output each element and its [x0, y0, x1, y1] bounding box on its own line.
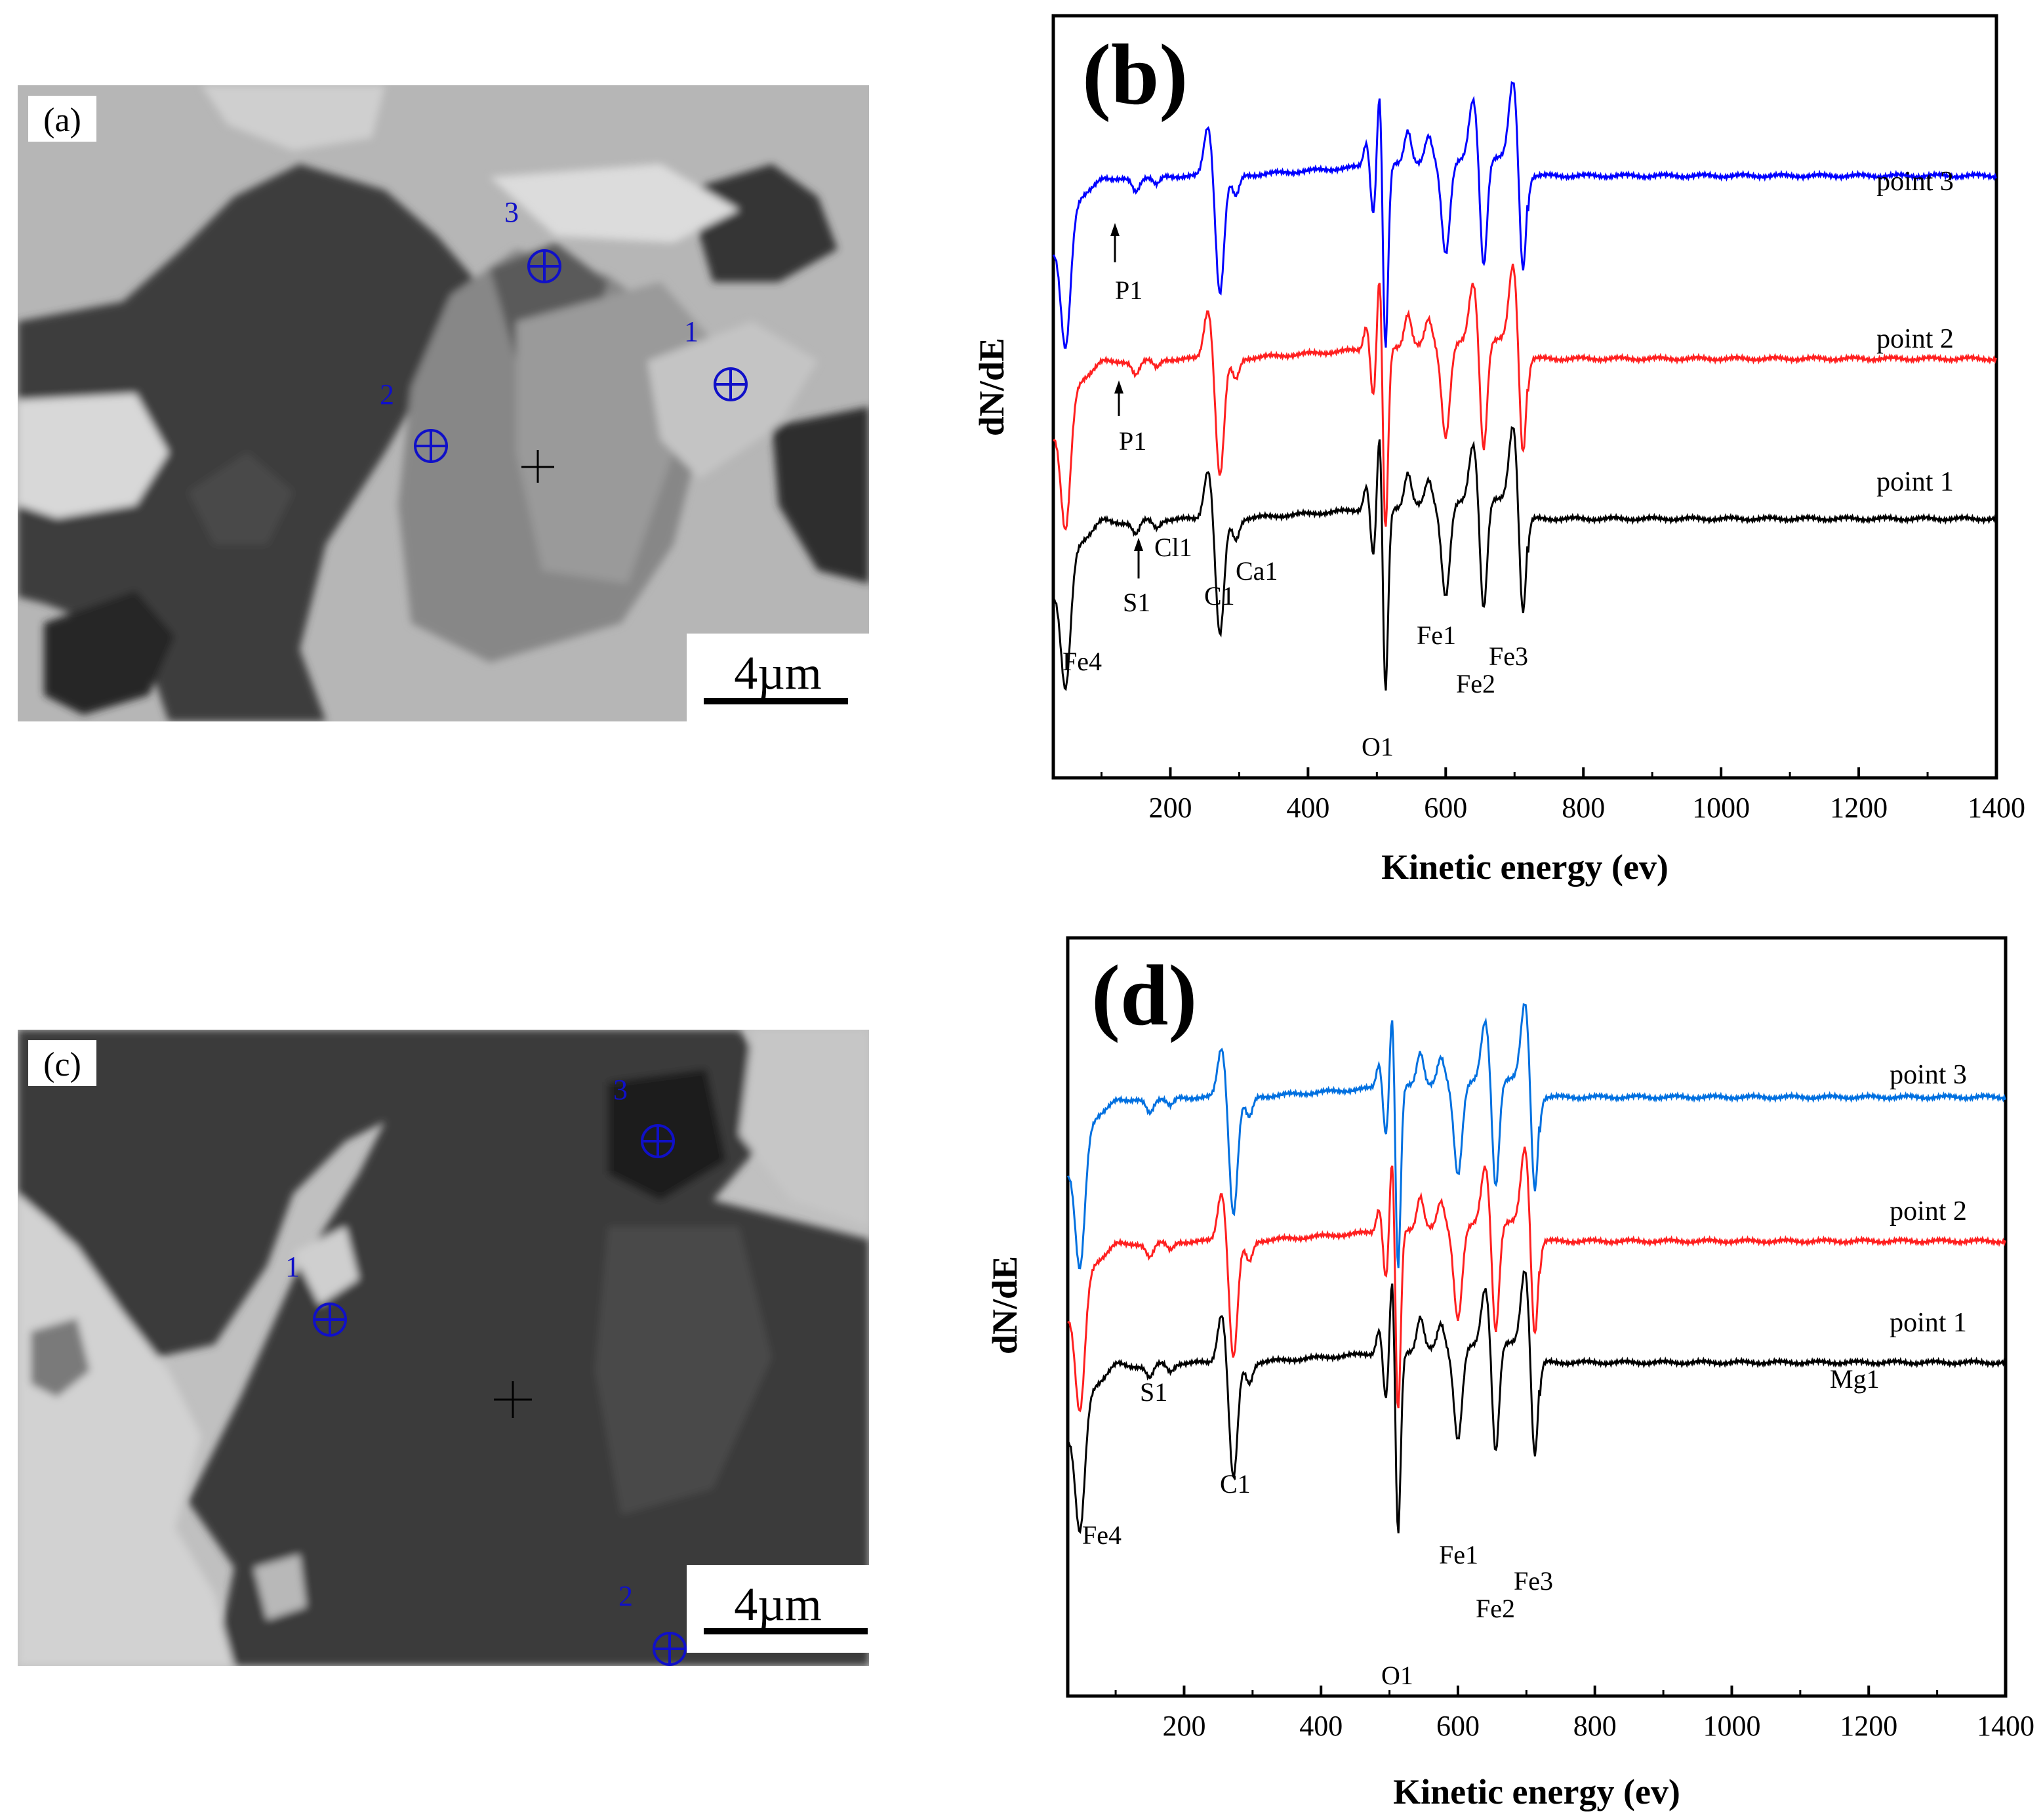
svg-text:3: 3 [504, 196, 519, 228]
x-tick-label: 1400 [1977, 1710, 2034, 1742]
target-icon [527, 249, 561, 283]
y-axis-label: dN/dE [972, 338, 1011, 436]
peak-label-fe4: Fe4 [1082, 1520, 1122, 1550]
series-label-point-2: point 2 [1876, 324, 1954, 354]
peak-label-fe1: Fe1 [1439, 1540, 1478, 1569]
peak-label-c1: C1 [1220, 1469, 1251, 1499]
series-label-point-1: point 1 [1876, 467, 1954, 497]
x-tick-label: 400 [1299, 1710, 1343, 1742]
x-tick-label: 200 [1162, 1710, 1205, 1742]
x-tick-label: 800 [1562, 792, 1605, 824]
target-icon [714, 367, 748, 401]
target-icon [313, 1303, 347, 1337]
svg-text:1: 1 [285, 1251, 300, 1283]
series-label-point-2: point 2 [1890, 1196, 1967, 1226]
series-line-point-2 [1067, 1146, 2006, 1413]
x-tick-label: 1400 [1968, 792, 2025, 824]
x-tick-label: 1200 [1840, 1710, 1897, 1742]
peak-label-s1: S1 [1140, 1377, 1167, 1407]
peak-label-fe2: Fe2 [1456, 669, 1495, 698]
series-label-point-3: point 3 [1876, 167, 1954, 197]
sem-image-a: (a) 3 1 2 4µm [18, 85, 869, 721]
panel-label-c: (c) [43, 1046, 81, 1083]
x-tick-label: 1000 [1703, 1710, 1760, 1742]
series-label-point-3: point 3 [1890, 1060, 1967, 1090]
peak-label-s1: S1 [1123, 588, 1150, 617]
peak-label-p1-red: P1 [1119, 426, 1146, 456]
svg-text:2: 2 [380, 378, 394, 411]
x-tick-label: 600 [1424, 792, 1467, 824]
x-tick-label: 1200 [1830, 792, 1888, 824]
peak-label-mg1: Mg1 [1830, 1364, 1880, 1394]
scale-bar: 4µm [687, 634, 869, 721]
panel-label-b: (b) [1082, 26, 1188, 123]
series-line-point-1 [1053, 426, 1997, 691]
y-axis-label: dN/dE [985, 1256, 1024, 1354]
peak-label-ca1: Ca1 [1236, 556, 1278, 586]
series-line-point-1 [1067, 1270, 2006, 1534]
crosshair-icon [494, 1381, 532, 1418]
peak-label-o1: O1 [1381, 1661, 1413, 1690]
target-icon [414, 429, 448, 463]
marker-2: 2 [618, 1580, 687, 1666]
peak-label-c1: C1 [1204, 581, 1235, 611]
svg-text:4µm: 4µm [734, 1578, 822, 1630]
x-tick-label: 200 [1148, 792, 1192, 824]
series-line-point-3 [1052, 81, 1997, 349]
x-axis-label: Kinetic energy (ev) [1381, 847, 1669, 887]
panel-label-a: (a) [43, 102, 81, 139]
crosshair-icon [521, 450, 554, 483]
peak-label-cl1: Cl1 [1154, 533, 1192, 562]
marker-1: 1 [684, 315, 748, 401]
peak-label-fe3: Fe3 [1489, 641, 1528, 671]
marker-2: 2 [380, 378, 448, 463]
x-axis-label: Kinetic energy (ev) [1393, 1772, 1680, 1811]
sem-image-c: (c) 3 1 2 4µm [18, 1030, 869, 1666]
marker-3: 3 [613, 1074, 675, 1158]
peak-label-fe4: Fe4 [1062, 647, 1102, 676]
peak-label-fe1: Fe1 [1417, 620, 1456, 650]
scale-bar: 4µm [687, 1565, 869, 1653]
marker-1: 1 [285, 1251, 347, 1337]
aes-spectrum-chart-d: 200 400 600 800 1000 1200 1400 (d) Kinetic ene… [985, 936, 2034, 1811]
x-tick-label: 600 [1436, 1710, 1480, 1742]
target-icon [641, 1124, 675, 1158]
svg-text:4µm: 4µm [734, 647, 822, 699]
peak-label-fe3: Fe3 [1514, 1566, 1553, 1596]
peak-label-p1-blue: P1 [1115, 275, 1143, 305]
svg-text:3: 3 [613, 1074, 628, 1106]
svg-text:1: 1 [684, 315, 698, 348]
svg-text:2: 2 [618, 1580, 633, 1612]
peak-label-fe2: Fe2 [1476, 1594, 1515, 1623]
x-tick-label: 1000 [1692, 792, 1750, 824]
aes-spectrum-chart-b: 200 400 600 800 1000 1200 1400 (b) Kinetic ene… [972, 14, 2025, 887]
panel-label-d: (d) [1091, 947, 1197, 1043]
series-line-point-3 [1066, 1003, 2006, 1270]
x-tick-label: 800 [1573, 1710, 1617, 1742]
peak-label-o1: O1 [1362, 732, 1394, 761]
series-line-point-2 [1053, 264, 1997, 531]
target-icon [653, 1632, 687, 1666]
marker-3: 3 [504, 196, 561, 283]
series-label-point-1: point 1 [1890, 1308, 1967, 1338]
x-tick-label: 400 [1286, 792, 1329, 824]
